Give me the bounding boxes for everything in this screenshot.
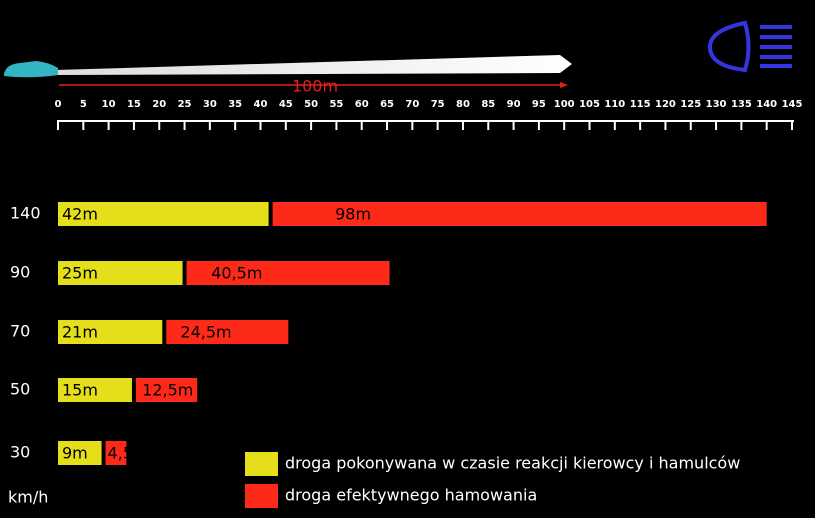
bar-segment bbox=[58, 202, 269, 226]
value-label: 12,5m bbox=[142, 381, 193, 400]
legend-swatch bbox=[245, 484, 278, 508]
bar-segment bbox=[166, 320, 289, 344]
bar-segment bbox=[58, 441, 102, 465]
category-label: 140 bbox=[10, 204, 41, 223]
value-label: 42m bbox=[62, 205, 98, 224]
category-label: 70 bbox=[10, 322, 30, 341]
x-tick-label: 95 bbox=[532, 99, 546, 110]
x-tick-label: 45 bbox=[279, 99, 293, 110]
x-tick-label: 85 bbox=[481, 99, 495, 110]
x-tick-label: 25 bbox=[178, 99, 192, 110]
value-label: 40,5m bbox=[211, 264, 262, 283]
x-tick-label: 5 bbox=[80, 99, 87, 110]
headlight-icon bbox=[707, 20, 792, 73]
x-tick-label: 10 bbox=[102, 99, 116, 110]
legend-swatch bbox=[245, 452, 278, 476]
bar-segment bbox=[186, 261, 390, 285]
x-tick-label: 55 bbox=[329, 99, 343, 110]
value-label: 15m bbox=[62, 381, 98, 400]
car-icon bbox=[4, 61, 58, 78]
x-tick-label: 110 bbox=[604, 99, 625, 110]
x-tick-label: 65 bbox=[380, 99, 394, 110]
x-tick-label: 50 bbox=[304, 99, 318, 110]
x-tick-label: 20 bbox=[152, 99, 166, 110]
x-tick-label: 30 bbox=[203, 99, 217, 110]
x-tick-label: 35 bbox=[228, 99, 242, 110]
value-label: 21m bbox=[62, 323, 98, 342]
y-axis-label: km/h bbox=[8, 488, 48, 507]
bar-segment bbox=[58, 261, 183, 285]
x-tick-label: 40 bbox=[254, 99, 268, 110]
annotation: 100m bbox=[292, 77, 338, 96]
x-tick-label: 0 bbox=[55, 99, 62, 110]
x-tick-label: 105 bbox=[579, 99, 600, 110]
x-tick-label: 90 bbox=[507, 99, 521, 110]
value-label: 25m bbox=[62, 264, 98, 283]
x-tick-label: 120 bbox=[655, 99, 676, 110]
x-tick-label: 15 bbox=[127, 99, 141, 110]
x-tick-label: 75 bbox=[431, 99, 445, 110]
category-label: 90 bbox=[10, 263, 30, 282]
value-label: 24,5m bbox=[180, 323, 231, 342]
x-tick-label: 70 bbox=[405, 99, 419, 110]
x-tick-label: 115 bbox=[630, 99, 651, 110]
x-tick-label: 60 bbox=[355, 99, 369, 110]
value-label: 4,5 bbox=[108, 444, 133, 463]
x-tick-label: 100 bbox=[554, 99, 575, 110]
category-label: 30 bbox=[10, 443, 30, 462]
bar-segment bbox=[58, 378, 132, 402]
x-tick-label: 125 bbox=[680, 99, 701, 110]
bar-segment bbox=[105, 441, 127, 465]
x-tick-label: 145 bbox=[782, 99, 803, 110]
bar-segment bbox=[135, 378, 198, 402]
x-tick-label: 80 bbox=[456, 99, 470, 110]
bar-segment bbox=[272, 202, 767, 226]
x-tick-label: 130 bbox=[706, 99, 727, 110]
category-label: 50 bbox=[10, 380, 30, 399]
value-label: 9m bbox=[62, 444, 88, 463]
bar-segment bbox=[58, 320, 163, 344]
x-tick-label: 135 bbox=[731, 99, 752, 110]
x-tick-label: 140 bbox=[756, 99, 777, 110]
arrow-head bbox=[560, 82, 568, 88]
legend-label: droga efektywnego hamowania bbox=[285, 486, 537, 505]
value-label: 98m bbox=[335, 205, 371, 224]
headlight-beam bbox=[55, 55, 572, 75]
legend-label: droga pokonywana w czasie reakcji kierow… bbox=[285, 454, 740, 473]
